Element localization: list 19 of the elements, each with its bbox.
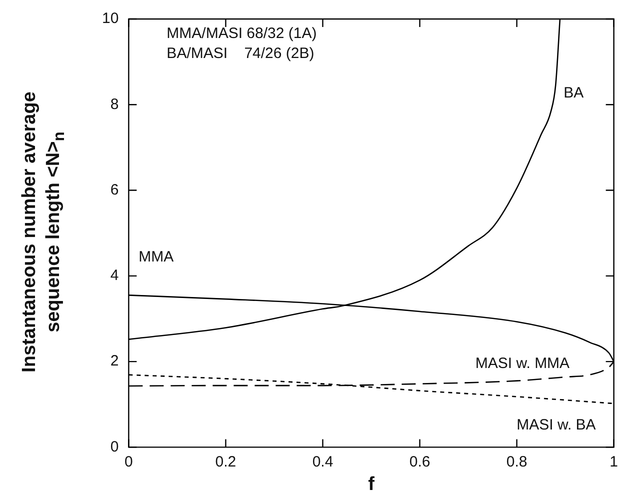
y-tick-label: 4 — [110, 267, 119, 284]
x-tick-label: 0.8 — [506, 453, 528, 470]
x-tick-label: 0 — [124, 453, 133, 470]
y-tick-label: 0 — [110, 438, 119, 456]
series-label: MASI w. BA — [516, 416, 596, 434]
y-tick-label: 10 — [102, 10, 119, 28]
y-tick-label: 6 — [110, 181, 119, 198]
text: MMA — [138, 248, 174, 266]
annotation: BA/MASI 74/26 (2B) — [166, 45, 314, 62]
y-tick-label: 8 — [110, 96, 119, 113]
annotation: MMA/MASI 68/32 (1A) — [166, 25, 317, 42]
series-label: MASI w. MMA — [475, 354, 570, 372]
y-tick-label: 2 — [110, 352, 119, 370]
x-tick-label: 0.6 — [409, 453, 430, 470]
series-label: BA — [564, 84, 584, 102]
x-tick-label: 0.2 — [215, 453, 236, 470]
x-tick-label: 1 — [610, 453, 618, 470]
x-tick-label: 0.4 — [312, 453, 334, 470]
x-axis-title: f — [368, 474, 376, 495]
